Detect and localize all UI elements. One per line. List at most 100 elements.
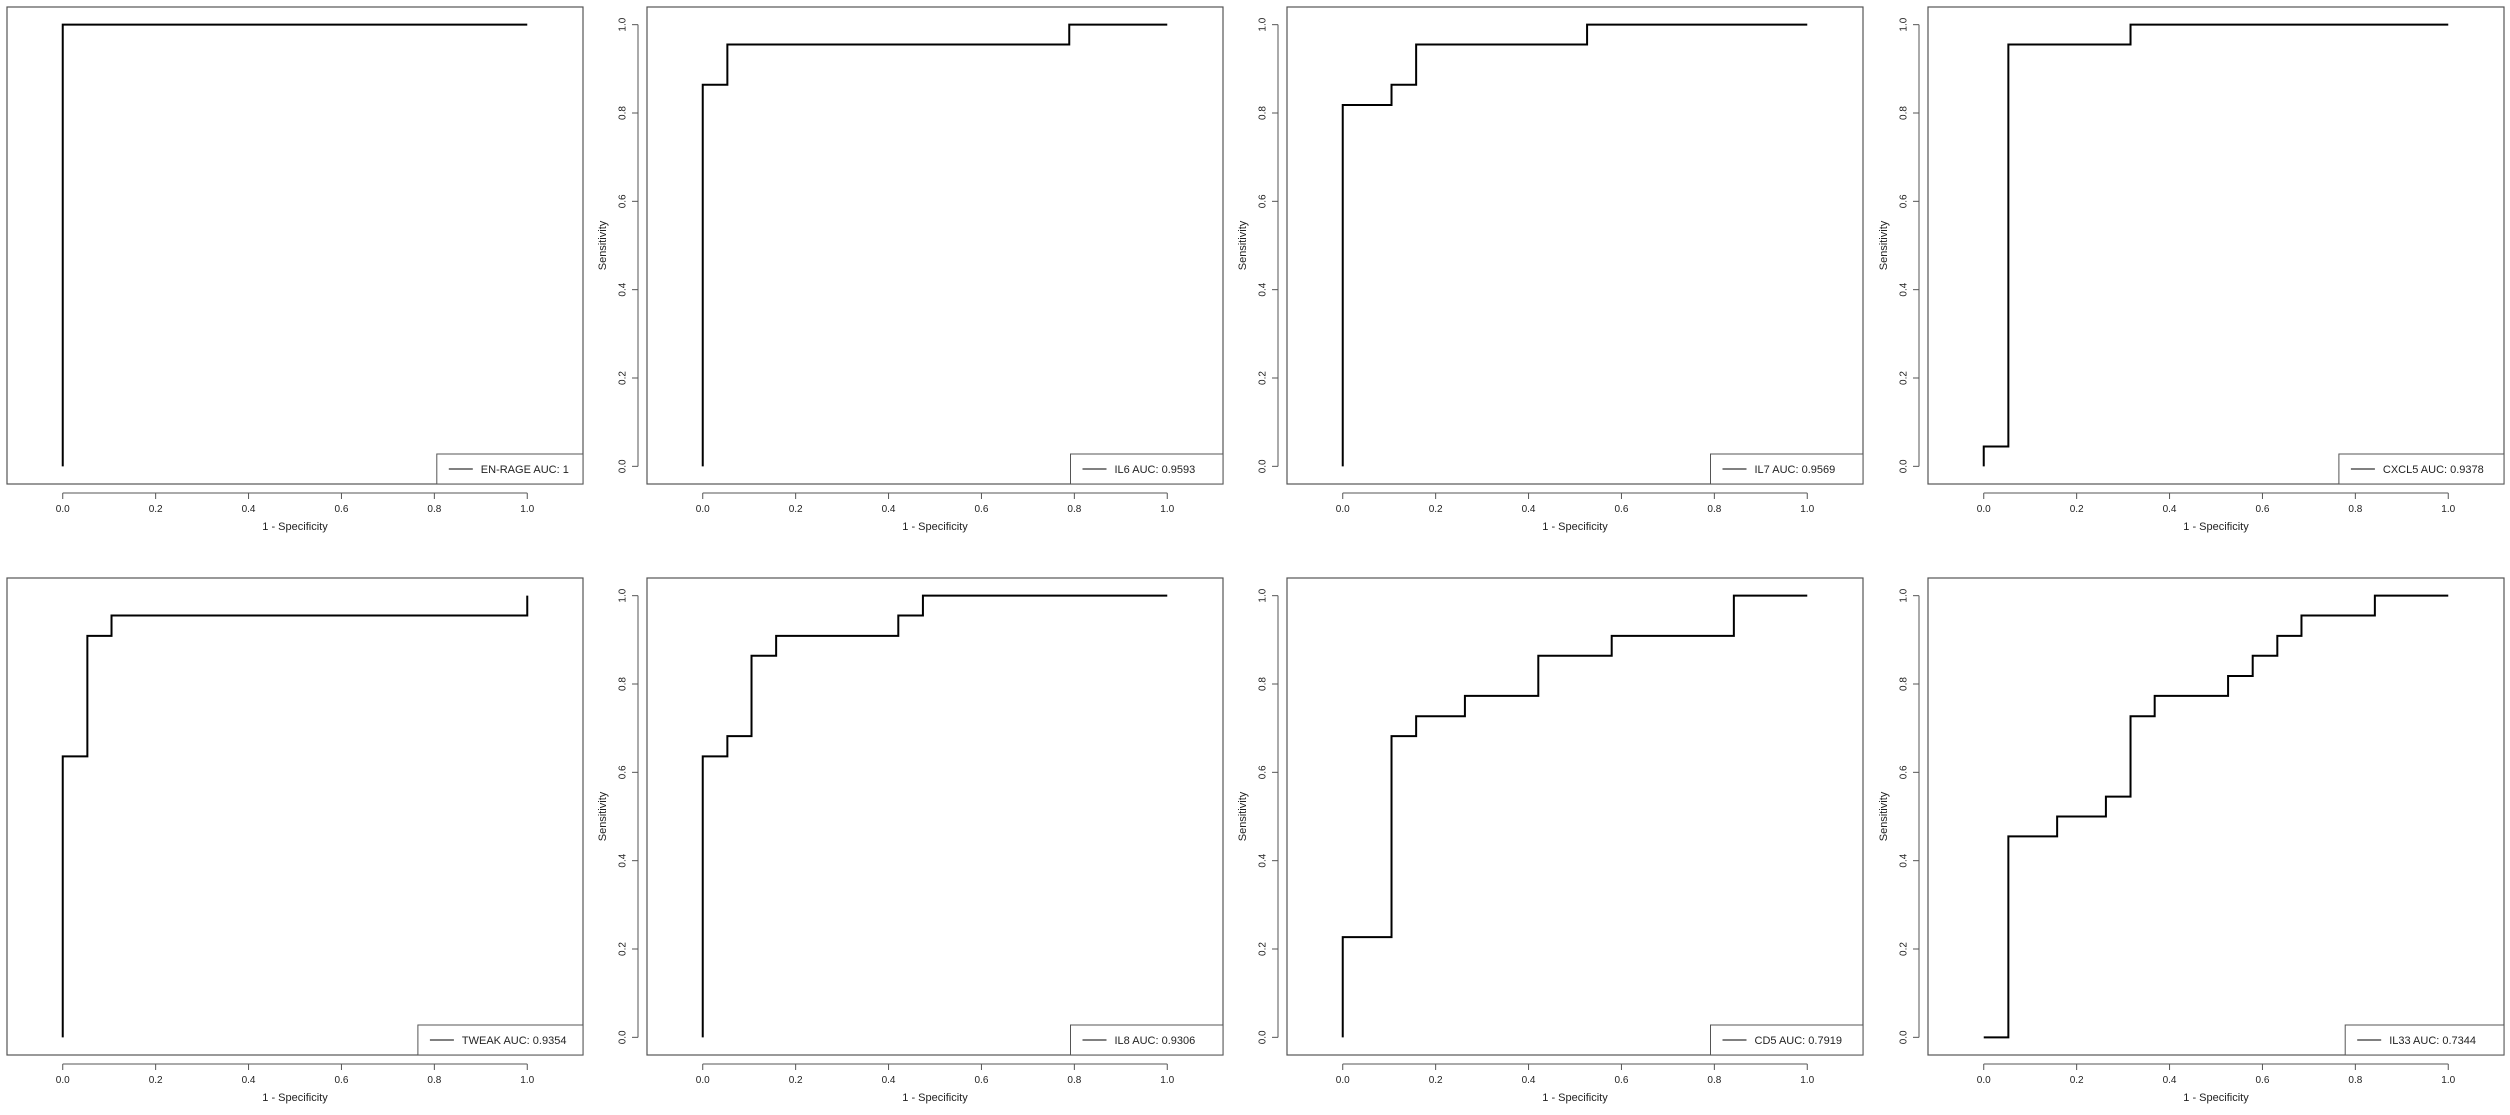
legend-label: IL33 AUC: 0.7344 bbox=[2389, 1035, 2476, 1047]
x-tick-label: 0.2 bbox=[149, 504, 163, 515]
x-tick-label: 0.4 bbox=[1522, 1075, 1536, 1086]
x-tick-label: 0.0 bbox=[1336, 1075, 1350, 1086]
x-tick-label: 0.6 bbox=[974, 1075, 988, 1086]
legend-box bbox=[436, 453, 584, 485]
roc-curve-line bbox=[61, 23, 528, 467]
y-tick-label: 0.6 bbox=[1258, 765, 1269, 779]
roc-curve-line bbox=[1983, 594, 2449, 1039]
x-tick-label: 0.4 bbox=[882, 1075, 896, 1086]
y-tick-label: 0.0 bbox=[1899, 459, 1910, 473]
x-axis-title: 1 - Specificity bbox=[262, 1092, 328, 1104]
plot-frame bbox=[1927, 6, 2505, 485]
roc-curve-line bbox=[1341, 594, 1808, 1038]
roc-panel-3: 0.0 0.2 0.4 0.6 0.8 1.0 1 - Specificity 0.0 0.2 0… bbox=[1237, 6, 1864, 533]
x-tick-label: 0.8 bbox=[1707, 504, 1721, 515]
y-tick-label: 0.8 bbox=[618, 677, 629, 691]
y-tick-label: 0.6 bbox=[618, 194, 629, 208]
x-tick-label: 0.8 bbox=[2348, 504, 2362, 515]
y-tick-label: 0.2 bbox=[618, 942, 629, 956]
x-tick-label: 0.2 bbox=[789, 504, 803, 515]
legend-box bbox=[2344, 1024, 2505, 1056]
legend: TWEAK AUC: 0.9354 bbox=[417, 1024, 584, 1056]
roc-curve-line bbox=[1341, 23, 1808, 467]
x-tick-label: 1.0 bbox=[2441, 1075, 2455, 1086]
roc-panel-7: 0.0 0.2 0.4 0.6 0.8 1.0 1 - Specificity 0.0 0.2 0… bbox=[1237, 577, 1864, 1104]
roc-panel-1: 0.00.20.40.60.81.01 - Specificity0.00.20… bbox=[6, 6, 584, 533]
x-tick-label: 0.6 bbox=[334, 1075, 348, 1086]
y-axis-title: Sensitivity bbox=[1237, 791, 1249, 841]
x-axis-title: 1 - Specificity bbox=[262, 521, 328, 533]
y-tick-label: 1.0 bbox=[1258, 17, 1269, 31]
plot-frame bbox=[6, 577, 584, 1056]
legend: IL8 AUC: 0.9306 bbox=[1070, 1024, 1224, 1056]
x-tick-label: 0.0 bbox=[1977, 504, 1991, 515]
roc-curve-line bbox=[61, 595, 529, 1038]
y-tick-label: 0.4 bbox=[1258, 853, 1269, 867]
legend-label: EN-RAGE AUC: 1 bbox=[481, 464, 569, 476]
y-tick-label: 0.0 bbox=[1899, 1030, 1910, 1044]
x-tick-label: 0.8 bbox=[427, 504, 441, 515]
y-tick-label: 0.0 bbox=[618, 1030, 629, 1044]
legend-label: CD5 AUC: 0.7919 bbox=[1755, 1035, 1842, 1047]
legend-label: TWEAK AUC: 0.9354 bbox=[462, 1035, 567, 1047]
plot-frame bbox=[6, 6, 584, 485]
y-axis-title: Sensitivity bbox=[1878, 220, 1890, 270]
y-axis-title: Sensitivity bbox=[1237, 220, 1249, 270]
y-tick-label: 0.4 bbox=[1899, 853, 1910, 867]
x-tick-label: 0.2 bbox=[2070, 1075, 2084, 1086]
x-axis-title: 1 - Specificity bbox=[902, 521, 968, 533]
legend: CD5 AUC: 0.7919 bbox=[1710, 1024, 1864, 1056]
x-tick-label: 0.0 bbox=[1977, 1075, 1991, 1086]
x-tick-label: 0.6 bbox=[334, 504, 348, 515]
x-tick-label: 1.0 bbox=[2441, 504, 2455, 515]
y-tick-label: 0.2 bbox=[1899, 942, 1910, 956]
x-tick-label: 0.4 bbox=[2163, 504, 2177, 515]
y-tick-label: 0.0 bbox=[1258, 459, 1269, 473]
y-tick-label: 0.2 bbox=[618, 371, 629, 385]
y-tick-label: 0.2 bbox=[1258, 371, 1269, 385]
y-tick-label: 0.8 bbox=[1258, 677, 1269, 691]
x-tick-label: 0.2 bbox=[1429, 1075, 1443, 1086]
y-tick-label: 0.8 bbox=[1258, 106, 1269, 120]
x-tick-label: 0.0 bbox=[56, 1075, 70, 1086]
roc-curve-line bbox=[701, 23, 1168, 467]
x-tick-label: 0.8 bbox=[2348, 1075, 2362, 1086]
x-axis-title: 1 - Specificity bbox=[1542, 1092, 1608, 1104]
x-tick-label: 0.0 bbox=[56, 504, 70, 515]
plot-frame bbox=[1286, 577, 1864, 1056]
plot-frame bbox=[1286, 6, 1864, 485]
x-axis-title: 1 - Specificity bbox=[1542, 521, 1608, 533]
x-tick-label: 1.0 bbox=[520, 1075, 534, 1086]
x-axis-title: 1 - Specificity bbox=[2183, 1092, 2249, 1104]
y-tick-label: 0.2 bbox=[1899, 371, 1910, 385]
x-axis-title: 1 - Specificity bbox=[902, 1092, 968, 1104]
legend: IL6 AUC: 0.9593 bbox=[1070, 453, 1224, 485]
x-tick-label: 0.6 bbox=[1614, 1075, 1628, 1086]
x-tick-label: 0.6 bbox=[1614, 504, 1628, 515]
legend-label: IL6 AUC: 0.9593 bbox=[1115, 464, 1196, 476]
x-axis-title: 1 - Specificity bbox=[2183, 521, 2249, 533]
y-tick-label: 0.2 bbox=[1258, 942, 1269, 956]
x-tick-label: 0.0 bbox=[1336, 504, 1350, 515]
y-axis-title: Sensitivity bbox=[597, 791, 609, 841]
y-tick-label: 0.8 bbox=[1899, 677, 1910, 691]
x-tick-label: 0.6 bbox=[2255, 504, 2269, 515]
roc-panel-8: 0.0 0.2 0.4 0.6 0.8 1.0 1 - Specificity 0.0 0.2 0… bbox=[1878, 577, 2505, 1104]
plot-frame bbox=[646, 577, 1224, 1056]
roc-panel-2: 0.0 0.2 0.4 0.6 0.8 1.0 1 - Specificity 0.0 0.2 0… bbox=[597, 6, 1224, 533]
x-tick-label: 0.2 bbox=[1429, 504, 1443, 515]
y-tick-label: 0.6 bbox=[1899, 765, 1910, 779]
y-tick-label: 0.0 bbox=[618, 459, 629, 473]
x-tick-label: 1.0 bbox=[1800, 504, 1814, 515]
plot-frame bbox=[646, 6, 1224, 485]
legend: IL7 AUC: 0.9569 bbox=[1710, 453, 1864, 485]
legend-label: IL7 AUC: 0.9569 bbox=[1755, 464, 1836, 476]
y-tick-label: 0.6 bbox=[1258, 194, 1269, 208]
x-tick-label: 0.2 bbox=[789, 1075, 803, 1086]
y-tick-label: 0.8 bbox=[618, 106, 629, 120]
x-tick-label: 0.4 bbox=[882, 504, 896, 515]
x-tick-label: 0.8 bbox=[1707, 1075, 1721, 1086]
x-tick-label: 0.0 bbox=[696, 1075, 710, 1086]
